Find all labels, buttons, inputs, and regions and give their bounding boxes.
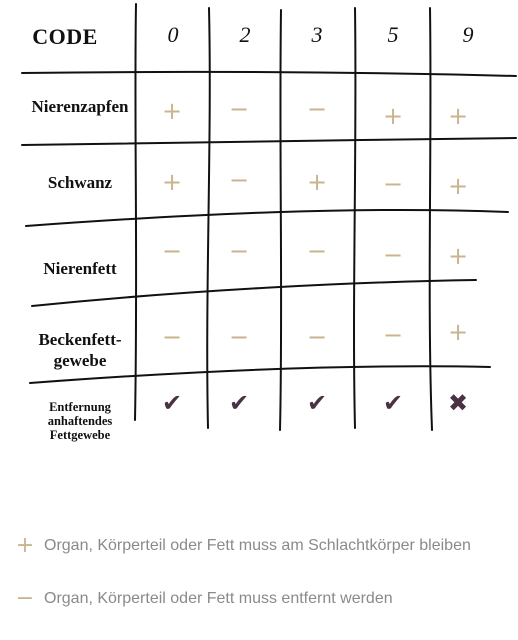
- checkmark-icon: ✔: [306, 389, 328, 417]
- grid-hline-3: [25, 208, 509, 227]
- legend-text-plus: Organ, Körperteil oder Fett muss am Schl…: [44, 536, 471, 554]
- mark-minus: −: [228, 166, 250, 194]
- column-header-3: 3: [311, 22, 323, 47]
- mark-minus: −: [382, 170, 404, 198]
- cross-icon: ✖: [447, 389, 469, 417]
- row-label-beckenfettgewebe: Beckenfett- gewebe: [38, 330, 122, 370]
- grid-hline-4: [31, 279, 477, 307]
- mark-minus: −: [306, 323, 328, 351]
- checkmark-icon: ✔: [228, 389, 250, 417]
- grid-hline-1: [21, 71, 517, 77]
- grid-hline-5: [29, 365, 491, 384]
- plus-icon: +: [15, 533, 35, 558]
- mark-plus: +: [306, 168, 328, 196]
- column-header-9: 9: [462, 22, 474, 47]
- row-label-schwanz: Schwanz: [47, 173, 113, 192]
- mark-plus: +: [382, 102, 404, 130]
- column-header-2: 2: [239, 22, 251, 47]
- mark-minus: −: [228, 323, 250, 351]
- mark-plus: +: [161, 97, 183, 125]
- column-header-5: 5: [387, 22, 399, 47]
- mark-minus: −: [382, 321, 404, 349]
- grid-vline-5: [428, 7, 433, 431]
- code-header: CODE: [32, 24, 98, 49]
- minus-icon: −: [15, 586, 35, 611]
- row-label-nierenzapfen: Nierenzapfen: [31, 97, 129, 116]
- legend-item-minus: − Organ, Körperteil oder Fett muss entfe…: [14, 586, 393, 611]
- mark-minus: −: [228, 95, 250, 123]
- mark-minus: −: [306, 237, 328, 265]
- mark-plus: +: [447, 102, 469, 130]
- mark-minus: −: [228, 237, 250, 265]
- grid-vline-3: [279, 9, 283, 431]
- mark-plus: +: [161, 168, 183, 196]
- legend-item-plus: + Organ, Körperteil oder Fett muss am Sc…: [14, 533, 471, 558]
- column-header-0: 0: [167, 22, 179, 47]
- mark-minus: −: [161, 323, 183, 351]
- checkmark-icon: ✔: [161, 389, 183, 417]
- mark-plus: +: [447, 242, 469, 270]
- mark-plus: +: [447, 172, 469, 200]
- mark-minus: −: [382, 241, 404, 269]
- grid-hline-2: [21, 137, 517, 146]
- grid-vline-1: [134, 3, 138, 421]
- row-label-entfernung: Entfernung anhaftendes Fettgewebe: [47, 400, 113, 442]
- checkmark-icon: ✔: [382, 389, 404, 417]
- mark-minus: −: [306, 95, 328, 123]
- legend-text-minus: Organ, Körperteil oder Fett muss entfern…: [44, 589, 393, 607]
- grid-vline-4: [353, 7, 357, 429]
- mark-minus: −: [161, 237, 183, 265]
- row-label-nierenfett: Nierenfett: [43, 259, 117, 278]
- mark-plus: +: [447, 318, 469, 346]
